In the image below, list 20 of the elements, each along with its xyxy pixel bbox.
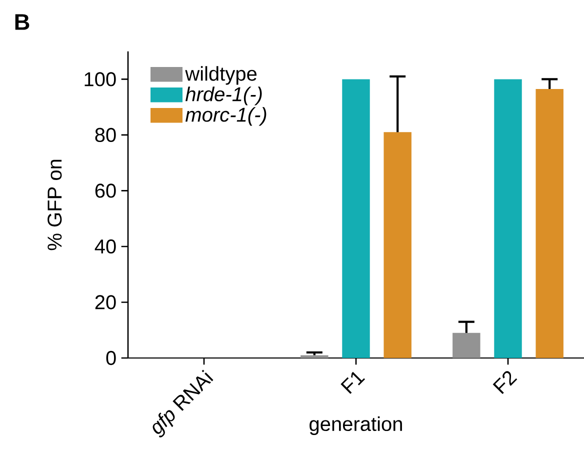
y-tick-label: 20 bbox=[95, 295, 116, 310]
y-tick-label: 60 bbox=[95, 184, 116, 198]
y-tick-label: 80 bbox=[95, 128, 116, 142]
x-tick-label: F1 bbox=[340, 372, 366, 394]
y-tick-label: 100 bbox=[84, 72, 116, 86]
y-tick-label: 40 bbox=[94, 239, 116, 254]
bar bbox=[342, 79, 370, 358]
bar bbox=[536, 88, 564, 358]
y-tick-label: 0 bbox=[106, 350, 116, 366]
bar bbox=[494, 79, 522, 358]
bar bbox=[452, 332, 480, 358]
bar bbox=[384, 132, 412, 358]
y-axis-title: % GFP on bbox=[48, 160, 62, 250]
x-tick-label: F2 bbox=[492, 371, 518, 394]
x-axis-title: generation bbox=[310, 416, 402, 436]
legend-label: morc-1(-) bbox=[186, 107, 266, 126]
bar bbox=[300, 355, 328, 358]
chart-title: B bbox=[15, 14, 30, 30]
legend-label: hrde-1(-) bbox=[186, 86, 262, 106]
legend-label: wildtype bbox=[185, 66, 257, 85]
